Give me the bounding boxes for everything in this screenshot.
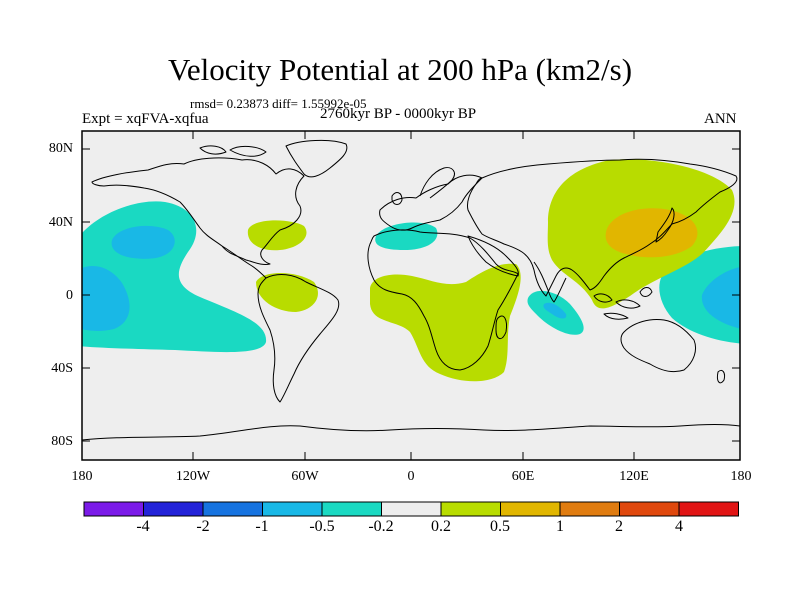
colorbar-box-1 bbox=[83, 501, 144, 517]
coastline-southeast-asia-islands bbox=[593, 287, 653, 320]
colorbar-label-4: -0.5 bbox=[309, 518, 335, 535]
coastline-australia bbox=[620, 319, 697, 373]
colorbar-box-11 bbox=[678, 501, 739, 517]
colorbar bbox=[83, 501, 739, 517]
colorbar-label-9: 2 bbox=[615, 518, 623, 535]
coastline-central-america bbox=[221, 245, 267, 279]
coastline-antarctica bbox=[82, 424, 740, 441]
colorbar-box-10 bbox=[619, 501, 680, 517]
axis-ticks bbox=[82, 131, 740, 460]
colorbar-box-9 bbox=[559, 501, 620, 517]
coastline-uk bbox=[391, 192, 403, 205]
lat-label-0: 0 bbox=[66, 288, 73, 303]
colorbar-label-5: -0.2 bbox=[368, 518, 394, 535]
lon-label-120e: 120E bbox=[619, 469, 649, 484]
lon-label-120w: 120W bbox=[175, 469, 211, 484]
colorbar-box-4 bbox=[262, 501, 323, 517]
coastline-south-america bbox=[257, 274, 340, 403]
colorbar-box-3 bbox=[202, 501, 263, 517]
lon-label-60e: 60E bbox=[511, 469, 535, 484]
colorbar-box-6 bbox=[381, 501, 442, 517]
rmsd-diff-stats: rmsd= 0.23873 diff= 1.55992e-05 bbox=[190, 96, 367, 111]
coastline-africa bbox=[367, 229, 519, 371]
season-label: ANN bbox=[704, 111, 737, 127]
lon-label-60w: 60W bbox=[291, 469, 319, 484]
colorbar-label-6: 0.2 bbox=[431, 518, 451, 535]
colorbar-label-7: 0.5 bbox=[490, 518, 510, 535]
colorbar-box-7 bbox=[440, 501, 501, 517]
lon-label-180e: 180 bbox=[730, 469, 752, 484]
coastline-scandinavia bbox=[419, 167, 455, 199]
coastline-layer bbox=[82, 139, 740, 441]
negative-core-north-pacific bbox=[111, 225, 175, 259]
coastline-japan bbox=[655, 207, 675, 243]
colorbar-label-8: 1 bbox=[556, 518, 564, 535]
coastline-madagascar bbox=[495, 315, 507, 339]
negative-core-equatorial-pacific bbox=[82, 266, 130, 331]
positive-region-africa bbox=[370, 263, 521, 382]
lon-label-0: 0 bbox=[407, 469, 415, 484]
period-label: 2760kyr BP - 0000kyr BP bbox=[320, 106, 477, 122]
colorbar-box-5 bbox=[321, 501, 382, 517]
coastline-greenland bbox=[285, 139, 348, 178]
coastline-arctic-islands bbox=[199, 145, 267, 157]
colorbar-label-10: 4 bbox=[675, 518, 683, 535]
positive-region-north-atlantic bbox=[247, 220, 307, 251]
negative-region-mediterranean bbox=[375, 222, 438, 250]
coastline-europe bbox=[379, 174, 483, 231]
negative-core-indian-ocean bbox=[543, 302, 567, 319]
colorbar-box-2 bbox=[143, 501, 204, 517]
colorbar-label-3: -1 bbox=[255, 518, 269, 535]
coastline-north-america bbox=[91, 157, 305, 265]
lon-label-180w: 180 bbox=[71, 469, 93, 484]
colorbar-label-1: -4 bbox=[136, 518, 150, 535]
lat-label-80s: 80S bbox=[51, 434, 73, 449]
map-title: Velocity Potential at 200 hPa (km2/s) bbox=[167, 52, 633, 87]
experiment-label: Expt = xqFVA-xqfua bbox=[82, 111, 209, 127]
lat-label-40n: 40N bbox=[48, 215, 73, 230]
coastline-new-zealand bbox=[717, 369, 725, 384]
contour-fill-layer bbox=[82, 159, 740, 382]
colorbar-label-2: -2 bbox=[196, 518, 210, 535]
lat-label-80n: 80N bbox=[48, 141, 73, 156]
positive-region-south-america bbox=[256, 273, 318, 312]
lat-label-40s: 40S bbox=[51, 361, 73, 376]
negative-core-western-pacific bbox=[701, 267, 740, 329]
coastline-arabia bbox=[467, 235, 519, 277]
coastline-india bbox=[533, 261, 567, 303]
positive-core-east-asia bbox=[605, 208, 698, 258]
colorbar-box-8 bbox=[500, 501, 561, 517]
coastline-asia bbox=[467, 158, 738, 297]
